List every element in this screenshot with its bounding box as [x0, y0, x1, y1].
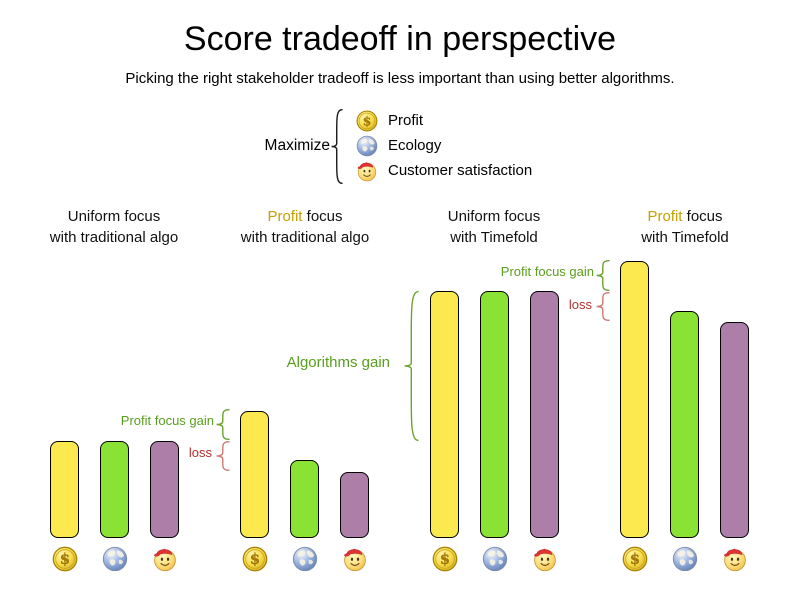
legend-item-customer-satisfaction: Customer satisfaction [356, 158, 532, 183]
annotation-profit-focus-gain-traditional: Profit focus gain [120, 413, 214, 428]
smiley-icon [342, 546, 368, 572]
bar-customer-satisfaction [530, 291, 559, 538]
bar-ecology [670, 311, 699, 538]
bar-profit [240, 411, 269, 538]
profit-word-highlight: Profit [647, 208, 683, 225]
bar-ecology [480, 291, 509, 538]
bar-customer-satisfaction [340, 472, 369, 538]
bar-customer-satisfaction [720, 322, 749, 538]
globe-icon [356, 135, 378, 157]
chart-subtitle: Picking the right stakeholder tradeoff i… [125, 70, 675, 87]
globe-icon [482, 546, 508, 572]
coin-icon [356, 110, 378, 132]
legend-item-label: Profit [388, 112, 424, 129]
profit-gain-brace-timefold [596, 260, 610, 291]
legend-item-label: Customer satisfaction [388, 162, 533, 179]
bar-profit [620, 261, 649, 538]
loss-brace-timefold [596, 292, 610, 321]
coin-icon [432, 546, 458, 572]
coin-icon [52, 546, 78, 572]
annotation-loss-timefold: loss [568, 297, 592, 312]
profit-gain-brace-traditional [216, 409, 230, 440]
chart-title: Score tradeoff in perspective [183, 20, 617, 58]
smiley-icon [356, 160, 378, 182]
loss-brace-traditional [216, 441, 230, 471]
group-label: Uniform focus with Timefold [447, 208, 541, 246]
legend: Profit Ecology Customer satisfaction [356, 108, 532, 183]
bar-ecology [290, 460, 319, 538]
legend-item-profit: Profit [356, 108, 532, 133]
bar-profit [430, 291, 459, 538]
group-label: Profit focus with traditional algo [240, 208, 370, 246]
annotation-loss-traditional: loss [188, 445, 212, 460]
profit-word-highlight: Profit [267, 208, 303, 225]
annotation-profit-focus-gain-timefold: Profit focus gain [500, 264, 594, 279]
group-label: Uniform focus with traditional algo [49, 208, 179, 246]
legend-item-label: Ecology [388, 137, 442, 154]
globe-icon [102, 546, 128, 572]
smiley-icon [152, 546, 178, 572]
bar-profit [50, 441, 79, 538]
legend-item-ecology: Ecology [356, 133, 532, 158]
globe-icon [672, 546, 698, 572]
bar-customer-satisfaction [150, 441, 179, 538]
coin-icon [242, 546, 268, 572]
coin-icon [622, 546, 648, 572]
bar-ecology [100, 441, 129, 538]
legend-brace [331, 109, 343, 184]
smiley-icon [722, 546, 748, 572]
legend-maximize-label: Maximize [264, 137, 330, 154]
group-label: Profit focus with Timefold [641, 208, 729, 246]
annotation-algorithms-gain: Algorithms gain [286, 354, 390, 371]
algorithms-gain-brace [404, 291, 419, 441]
globe-icon [292, 546, 318, 572]
smiley-icon [532, 546, 558, 572]
